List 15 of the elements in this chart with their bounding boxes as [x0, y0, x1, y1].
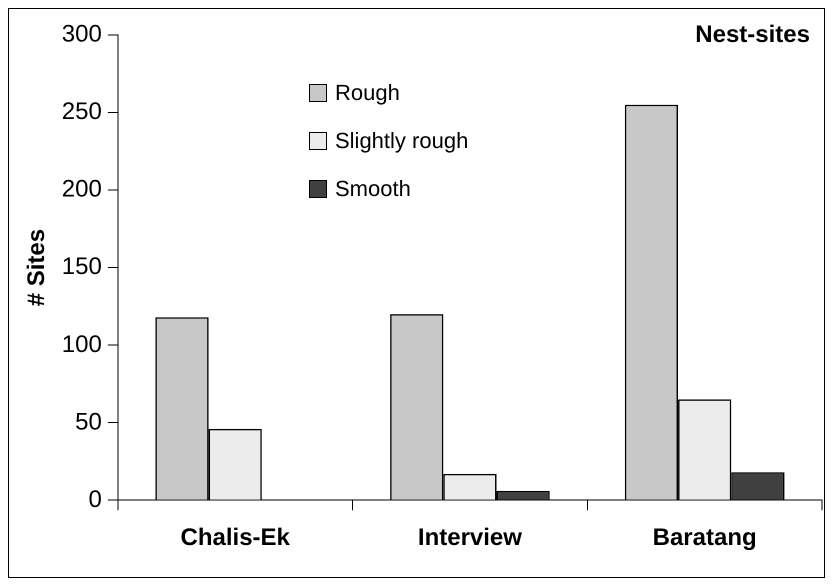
y-tick-label: 250 — [62, 98, 102, 126]
y-tick-label: 200 — [62, 176, 102, 203]
y-tick-label: 100 — [62, 330, 102, 358]
chart-title: Nest-sites — [695, 21, 810, 49]
y-tick-label: 150 — [62, 253, 102, 280]
y-tick-label: 300 — [62, 20, 102, 48]
x-tick-label: Baratang — [652, 524, 757, 552]
legend-label: Rough — [335, 80, 400, 106]
y-axis-title: # Sites — [23, 228, 50, 306]
x-tick-label: Interview — [418, 524, 522, 552]
y-tick-label: 0 — [88, 486, 102, 513]
legend-label: Slightly rough — [335, 128, 468, 154]
y-tick-label: 50 — [75, 408, 102, 436]
legend-label: Smooth — [335, 176, 411, 202]
x-tick-label: Chalis-Ek — [180, 524, 291, 552]
